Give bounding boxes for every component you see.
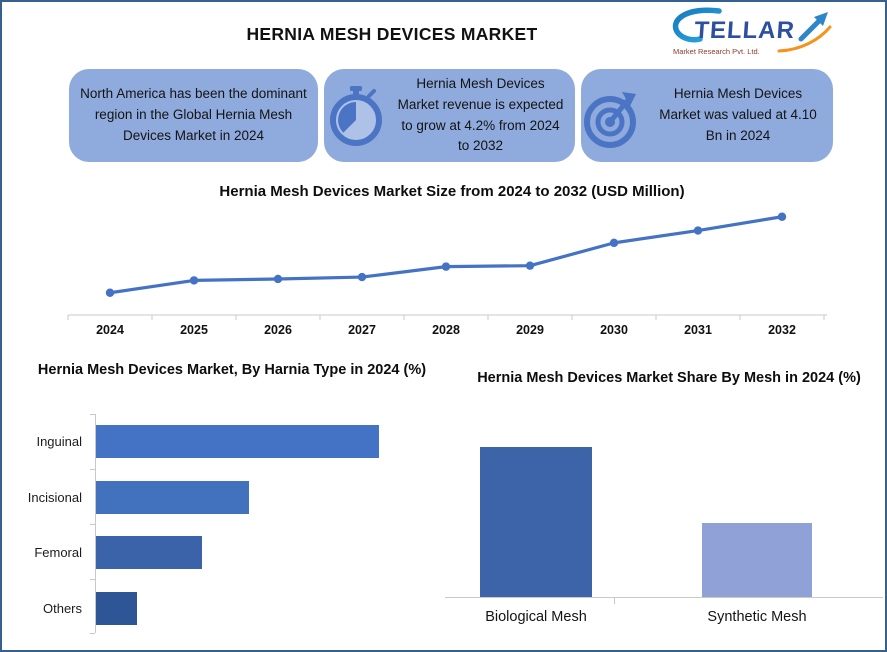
highlight-text: Hernia Mesh Devices Market was valued at… [659,86,817,143]
hbar-axis-tick [90,524,95,525]
target-icon [583,80,643,152]
hbar-row-others: Others [2,581,447,636]
x-label-2032: 2032 [768,323,796,337]
highlight-text: North America has been the dominant regi… [80,86,307,143]
logo-tagline: Market Research Pvt. Ltd. [673,47,760,56]
hbar-row-incisional: Incisional [2,470,447,525]
highlight-box-growth: Hernia Mesh Devices Market revenue is ex… [324,69,575,162]
vbar-x-axis [445,597,883,598]
vbar-axis-tick [614,597,615,604]
x-label-2031: 2031 [684,323,712,337]
hbar-y-axis [95,414,96,633]
x-label-2027: 2027 [348,323,376,337]
hbar-category-label: Incisional [27,489,82,505]
logo-s-swoosh-icon [672,7,722,43]
logo-orange-swoosh-icon [777,25,832,53]
hbar-axis-tick [90,469,95,470]
hbar-bar-femoral [96,536,203,569]
hbar-bar-incisional [96,480,250,514]
line-point-2032 [777,212,787,221]
market-size-line-chart: 2024 2025 2026 2027 2028 2029 2030 2031 2032 [67,212,827,337]
hbar-chart-title: Hernia Mesh Devices Market, By Harnia Ty… [37,362,427,378]
hbar-category-label: Inguinal [36,434,82,449]
vbar-chart-title: Hernia Mesh Devices Market Share By Mesh… [477,370,861,386]
x-label-2024: 2024 [96,323,124,337]
x-label-2025: 2025 [180,323,208,337]
hbar-axis-tick [90,633,95,634]
line-point-2029 [525,261,535,270]
line-point-2024 [105,288,115,297]
line-point-2026 [273,274,283,284]
hbar-axis-tick [90,579,95,580]
logo-brand-text: TELLAR [693,17,795,44]
mesh-share-bar-chart: Biological Mesh Synthetic Mesh [445,432,883,644]
x-label-2028: 2028 [432,323,460,337]
page-title: HERNIA MESH DEVICES MARKET [246,24,538,44]
x-label-2030: 2030 [600,323,628,337]
hbar-bar-inguinal [96,425,380,458]
line-point-2028 [441,262,451,271]
line-point-2031 [693,226,703,235]
hernia-type-bar-chart: Inguinal Incisional Femoral Others [2,412,447,638]
hbar-bar-others [96,591,138,625]
line-point-2027 [357,272,367,282]
vbar-bar-synthetic-mesh [702,522,812,597]
stopwatch-icon [326,80,386,152]
vbar-bar-biological-mesh [480,446,592,597]
highlight-box-value: Hernia Mesh Devices Market was valued at… [581,69,833,162]
highlight-text: Hernia Mesh Devices Market revenue is ex… [397,75,564,154]
hbar-row-inguinal: Inguinal [2,414,447,469]
line-chart-title: Hernia Mesh Devices Market Size from 202… [219,183,685,200]
line-point-2030 [609,238,619,248]
x-label-2029: 2029 [516,323,544,337]
highlight-box-region: North America has been the dominant regi… [69,69,318,162]
hbar-row-femoral: Femoral [2,525,447,580]
hbar-axis-tick [90,414,95,415]
hbar-category-label: Femoral [34,545,82,560]
logo-arrowhead-icon [814,12,828,26]
hbar-category-label: Others [42,600,82,616]
stellar-logo: TELLAR Market Research Pvt. Ltd. [672,7,832,56]
x-label-2026: 2026 [264,323,292,337]
vbar-category-label: Synthetic Mesh [707,609,807,625]
vbar-category-label: Biological Mesh [485,609,587,625]
line-point-2025 [189,276,199,285]
logo-arrow-icon [798,16,824,42]
